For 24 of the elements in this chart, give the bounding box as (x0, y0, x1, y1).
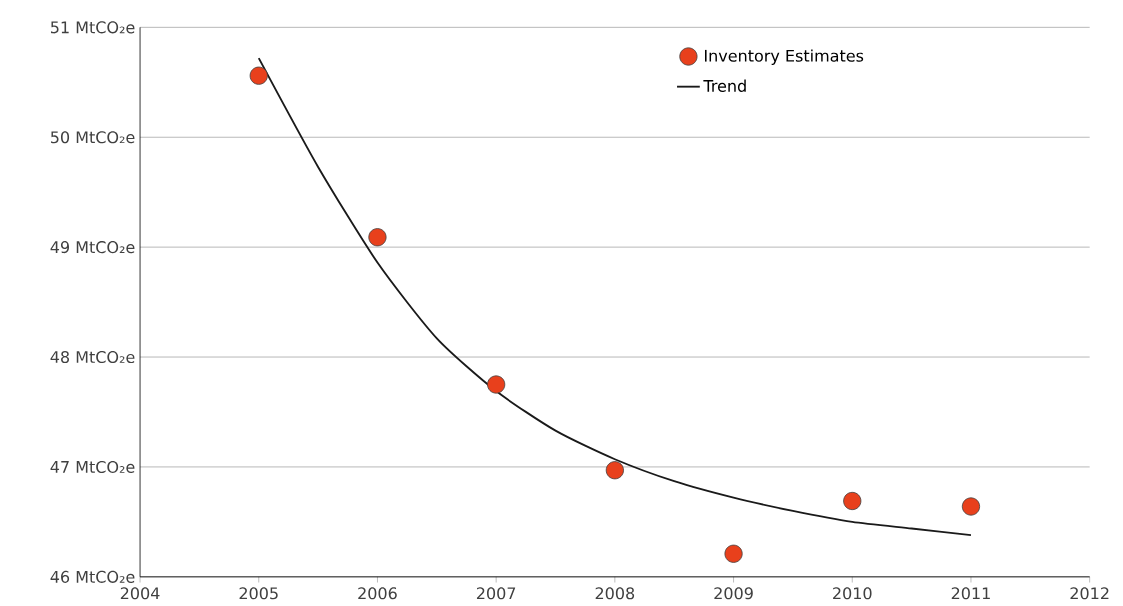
x-tick-label: 2005 (239, 587, 278, 600)
x-tick-label: 2007 (476, 587, 516, 600)
legend-label: Inventory Estimates (704, 49, 864, 65)
point (724, 544, 743, 563)
point (961, 497, 981, 516)
point (249, 66, 268, 85)
x-tick-label: 2010 (833, 587, 872, 600)
legend-label: Trend (703, 79, 746, 92)
x-tick-label: 2006 (358, 587, 397, 600)
point (368, 228, 387, 247)
x-tick-label: 2009 (714, 587, 753, 600)
x-tick-label: 2011 (951, 587, 990, 600)
y-tick-label: 50 MtCO₂e (51, 131, 135, 144)
x-tick-label: 2008 (595, 587, 635, 600)
y-tick-label: 47 MtCO₂e (50, 460, 135, 473)
y-tick-label: 51 MtCO₂e (51, 21, 135, 34)
point (487, 375, 506, 394)
x-tick-label: 2004 (120, 587, 160, 600)
y-tick-label: 49 MtCO₂e (50, 241, 135, 254)
y-tick-label: 48 MtCO₂e (50, 350, 135, 364)
x-tick-label: 2012 (1070, 587, 1109, 600)
point (605, 461, 624, 480)
y-tick-label: 46 MtCO₂e (50, 570, 135, 583)
point (843, 491, 862, 510)
